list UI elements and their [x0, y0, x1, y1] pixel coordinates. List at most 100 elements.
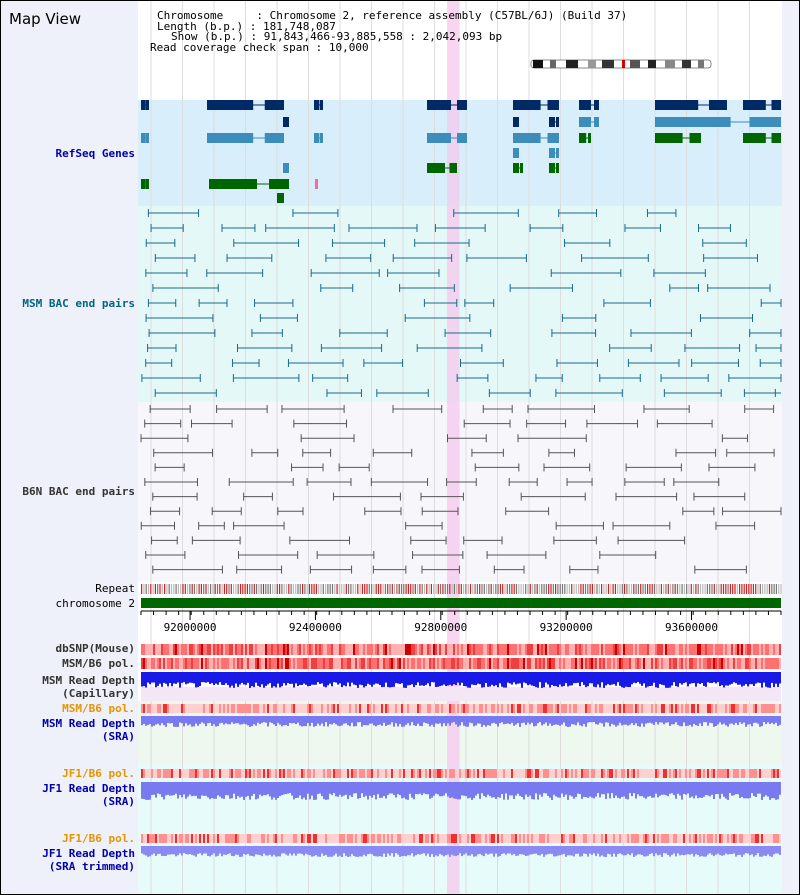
msm-b6-pol-label-1[interactable]: MSM/B6 pol.: [62, 657, 135, 670]
msm-sra-depth-bar: [247, 716, 249, 726]
msm-sra-depth-bar: [227, 716, 229, 725]
jf1-read-depth-sra-label[interactable]: JF1 Read Depth (SRA): [42, 782, 135, 808]
jf1-sra-depth-bar: [357, 782, 359, 799]
msm-sra-depth-bar: [639, 716, 641, 727]
jf1-b6-pol-strip: [407, 769, 409, 778]
repeat-mark: [260, 584, 262, 594]
msm-b6-pol2-strip: [683, 704, 685, 713]
msm-b6-pol-strip: [603, 658, 605, 669]
jf1-sra-depth-bar: [539, 782, 541, 795]
msm-cap-depth-bar: [713, 672, 715, 683]
dbsnp-label[interactable]: dbSNP(Mouse): [55, 642, 135, 655]
msm-read-depth-sra-label[interactable]: MSM Read Depth (SRA): [42, 717, 135, 743]
msm-b6-pol2-strip: [301, 704, 303, 713]
jf1-b6-pol2-strip: [697, 834, 699, 843]
jf1-b6-pol-strip: [151, 769, 153, 778]
msm-b6-pol2-strip: [769, 704, 771, 713]
dbsnp-strip: [665, 644, 667, 655]
jf1-b6-pol-strip: [239, 769, 241, 778]
msm-b6-pol-strip: [593, 658, 595, 669]
jf1-b6-pol2-strip: [205, 834, 207, 843]
jf1-b6-pol2-strip: [735, 834, 737, 843]
msm-cap-depth-bar: [363, 672, 365, 688]
dbsnp-strip: [197, 644, 199, 655]
msm-b6-pol2-strip: [681, 704, 683, 713]
b6n-bac-end-pairs-label[interactable]: B6N BAC end pairs: [22, 485, 135, 498]
msm-cap-depth-bar: [263, 672, 265, 688]
msm-sra-depth-bar: [483, 716, 485, 725]
jf1-sra-depth-bar: [163, 782, 165, 800]
repeat-mark: [391, 584, 393, 594]
repeat-mark: [566, 584, 568, 594]
msm-b6-pol-strip: [367, 658, 369, 669]
msm-sra-depth-bar: [547, 716, 549, 726]
jf1-b6-pol2-strip: [183, 834, 185, 843]
msm-b6-pol-strip: [571, 658, 573, 669]
dbsnp-strip: [767, 644, 769, 655]
jf1-b6-pol-label-1[interactable]: JF1/B6 pol.: [62, 767, 135, 780]
jf1-b6-pol-strip: [549, 769, 551, 778]
msm-b6-pol-label-2[interactable]: MSM/B6 pol.: [62, 702, 135, 715]
jf1-b6-pol-label-2[interactable]: JF1/B6 pol.: [62, 832, 135, 845]
dbsnp-strip: [463, 644, 465, 655]
msm-bac-end-pairs-label[interactable]: MSM BAC end pairs: [22, 297, 135, 310]
msm-b6-pol2-strip: [179, 704, 181, 713]
jf1-b6-pol-strip: [533, 769, 535, 778]
msm-read-depth-capillary-label[interactable]: MSM Read Depth (Capillary): [42, 674, 135, 700]
repeat-label[interactable]: Repeat: [95, 582, 135, 595]
jf1-trim-depth-bar: [695, 846, 697, 855]
jf1-b6-pol2-strip: [717, 834, 719, 843]
msm-b6-pol2-strip: [677, 704, 679, 713]
dbsnp-strip: [347, 644, 349, 655]
jf1-sra-depth-bar: [567, 782, 569, 800]
msm-cap-depth-bar: [399, 672, 401, 684]
refseq-exon: [457, 133, 467, 143]
repeat-mark: [601, 584, 603, 594]
msm-b6-pol-strip: [231, 658, 233, 669]
dbsnp-strip: [145, 644, 147, 655]
jf1-b6-pol2-strip: [285, 834, 287, 843]
dbsnp-strip: [477, 644, 479, 655]
msm-b6-pol2-strip: [757, 704, 759, 713]
msm-sra-depth-bar: [695, 716, 697, 726]
msm-b6-pol-strip: [567, 658, 569, 669]
msm-b6-pol2-strip: [321, 704, 323, 713]
chromosome-track-label[interactable]: chromosome 2: [55, 597, 135, 610]
dbsnp-strip: [675, 644, 677, 655]
jf1-trim-depth-bar: [609, 846, 611, 855]
dbsnp-strip: [157, 644, 159, 655]
jf1-sra-depth-bar: [737, 782, 739, 795]
msm-cap-depth-bar: [221, 672, 223, 685]
repeat-mark: [591, 584, 593, 594]
msm-cap-depth-bar: [285, 672, 287, 686]
repeat-mark: [504, 584, 506, 594]
jf1-b6-pol2-strip: [593, 834, 595, 843]
msm-b6-pol2-strip: [659, 704, 661, 713]
msm-b6-pol2-strip: [513, 704, 515, 713]
msm-b6-pol-strip: [397, 658, 399, 669]
msm-b6-pol2-strip: [217, 704, 219, 713]
msm-cap-depth-bar: [271, 672, 273, 688]
jf1-read-depth-trimmed-label[interactable]: JF1 Read Depth (SRA trimmed): [42, 847, 135, 873]
jf1-trim-depth-bar: [323, 846, 325, 856]
dbsnp-strip: [659, 644, 661, 655]
msm-b6-pol2-strip: [691, 704, 693, 713]
msm-cap-depth-bar: [365, 672, 367, 687]
jf1-b6-pol-strip: [711, 769, 713, 778]
msm-cap-depth-bar: [443, 672, 445, 685]
jf1-sra-depth-bar: [479, 782, 481, 799]
jf1-sra-depth-bar: [313, 782, 315, 800]
dbsnp-strip: [149, 644, 151, 655]
msm-sra-depth-bar: [215, 716, 217, 727]
jf1-sra-depth-bar: [763, 782, 765, 797]
dbsnp-strip: [577, 644, 579, 655]
repeat-mark: [532, 584, 534, 594]
msm-cap-depth-bar: [347, 672, 349, 683]
chromosome-ideogram[interactable]: [530, 54, 712, 69]
msm-b6-pol2-strip: [663, 704, 665, 713]
msm-b6-pol-strip: [225, 658, 227, 669]
msm-cap-depth-bar: [211, 672, 213, 684]
refseq-genes-label[interactable]: RefSeq Genes: [55, 147, 135, 160]
msm-b6-pol-strip: [237, 658, 239, 669]
